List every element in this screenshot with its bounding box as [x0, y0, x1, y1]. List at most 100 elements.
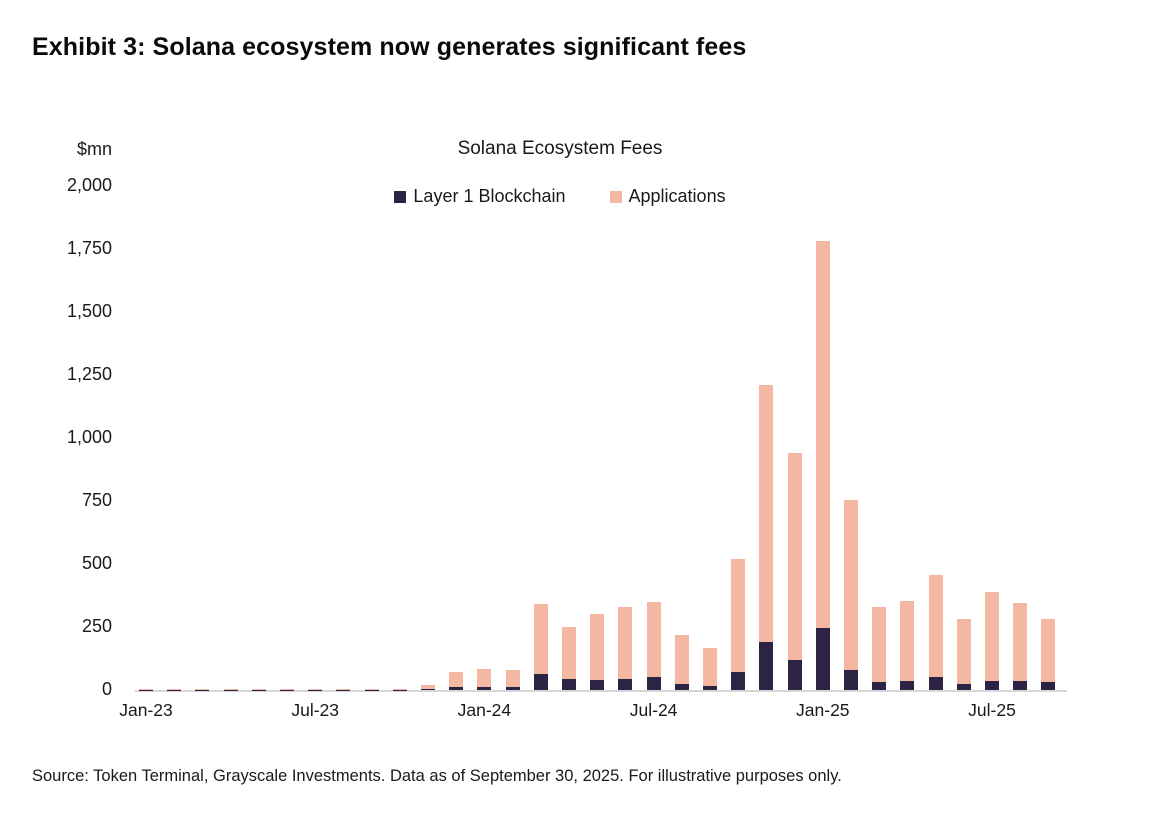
bar-Dec-24 [787, 186, 802, 690]
x-tick-label: Jan-24 [457, 700, 512, 720]
bar-segment-layer1 [590, 679, 605, 690]
bar-segment-applications [759, 385, 774, 643]
bar-segment-applications [703, 648, 717, 687]
bar-Jul-25 [985, 186, 999, 690]
bar-segment-layer1 [449, 687, 464, 690]
bar-segment-applications [280, 689, 294, 690]
bar-segment-applications [1041, 619, 1056, 683]
bar-segment-applications [562, 627, 576, 679]
bar-segment-layer1 [533, 673, 548, 690]
bar-segment-layer1 [787, 659, 802, 690]
bar-Mar-24 [533, 186, 548, 690]
bar-Jun-24 [618, 186, 633, 690]
bar-segment-layer1 [759, 642, 774, 690]
legend-item-layer1: Layer 1 Blockchain [394, 186, 566, 207]
bar-segment-layer1 [985, 681, 999, 690]
bar-Sep-23 [364, 186, 379, 690]
y-tick-label: 1,250 [66, 364, 112, 384]
bar-Aug-24 [674, 186, 689, 690]
bar-Aug-23 [336, 186, 351, 690]
bar-segment-layer1 [618, 678, 633, 690]
bar-Feb-24 [505, 186, 520, 690]
y-axis-unit-label: $mn [76, 139, 112, 159]
x-tick-label: Jan-23 [119, 700, 173, 720]
y-tick-label: 1,750 [66, 238, 112, 258]
y-tick-label: 250 [81, 616, 112, 636]
chart-legend: Layer 1 Blockchain Applications [0, 186, 1120, 207]
bar-Jun-25 [956, 186, 971, 690]
bar-Jun-23 [280, 186, 294, 690]
y-tick-label: 500 [81, 553, 112, 573]
bar-May-25 [928, 186, 943, 690]
y-tick-label: 750 [81, 490, 112, 510]
bar-segment-layer1 [1041, 682, 1056, 690]
bar-segment-applications [618, 606, 633, 679]
bar-segment-applications [421, 685, 435, 690]
bar-segment-applications [872, 606, 887, 683]
bar-segment-applications [364, 689, 379, 690]
bar-segment-applications [167, 689, 182, 690]
bar-segment-layer1 [477, 686, 492, 690]
bar-segment-layer1 [421, 689, 435, 690]
bar-Sep-24 [703, 186, 717, 690]
legend-swatch-icon [609, 190, 622, 203]
bar-segment-applications [646, 601, 661, 678]
legend-label: Layer 1 Blockchain [413, 186, 566, 206]
source-note: Source: Token Terminal, Grayscale Invest… [32, 766, 842, 785]
y-tick-label: 0 [101, 679, 112, 699]
exhibit-title: Exhibit 3: Solana ecosystem now generate… [32, 32, 747, 61]
bar-segment-layer1 [900, 681, 915, 690]
bar-segment-applications [815, 241, 830, 629]
bar-segment-layer1 [674, 683, 689, 690]
legend-item-applications: Applications [609, 186, 726, 207]
bar-segment-layer1 [1013, 681, 1028, 690]
bar-Jan-23 [139, 186, 153, 690]
x-tick-label: Jul-23 [291, 700, 340, 720]
bar-Apr-23 [223, 186, 238, 690]
bar-Oct-23 [392, 186, 407, 690]
bar-Oct-24 [731, 186, 746, 690]
bar-segment-applications [844, 499, 858, 670]
bar-segment-applications [674, 634, 689, 684]
bar-segment-applications [505, 669, 520, 687]
bar-Apr-25 [900, 186, 915, 690]
legend-swatch-icon [394, 190, 407, 203]
bar-segment-applications [1013, 603, 1028, 682]
y-tick-label: 1,500 [66, 301, 112, 321]
bar-segment-applications [928, 575, 943, 678]
bar-segment-layer1 [844, 669, 858, 690]
bar-segment-applications [195, 689, 210, 690]
bar-segment-applications [251, 689, 266, 690]
bar-segment-applications [985, 591, 999, 682]
bar-Jul-23 [308, 186, 323, 690]
chart-title: Solana Ecosystem Fees [457, 138, 663, 159]
bar-segment-applications [731, 558, 746, 673]
bar-Feb-25 [844, 186, 858, 690]
legend-label: Applications [628, 186, 726, 206]
bar-Jul-24 [646, 186, 661, 690]
bar-Sep-25 [1041, 186, 1056, 690]
bar-Jan-24 [477, 186, 492, 690]
bar-segment-layer1 [956, 683, 971, 690]
bar-segment-applications [308, 689, 323, 690]
bar-segment-applications [336, 689, 351, 690]
y-tick-label: 1,000 [66, 427, 112, 447]
bar-Dec-23 [449, 186, 464, 690]
y-tick-label: 2,000 [66, 175, 112, 195]
bar-segment-layer1 [505, 686, 520, 690]
bar-Apr-24 [562, 186, 576, 690]
bar-Aug-25 [1013, 186, 1028, 690]
bar-segment-layer1 [872, 682, 887, 690]
plot-area [135, 186, 1067, 692]
bar-segment-applications [449, 672, 464, 688]
x-tick-label: Jul-24 [629, 700, 678, 720]
bar-May-23 [251, 186, 266, 690]
bar-Feb-23 [167, 186, 182, 690]
bar-Nov-23 [421, 186, 435, 690]
bar-segment-layer1 [703, 686, 717, 690]
bar-segment-applications [223, 689, 238, 690]
x-tick-label: Jul-25 [968, 700, 1016, 720]
bar-segment-applications [477, 668, 492, 687]
bar-Mar-23 [195, 186, 210, 690]
